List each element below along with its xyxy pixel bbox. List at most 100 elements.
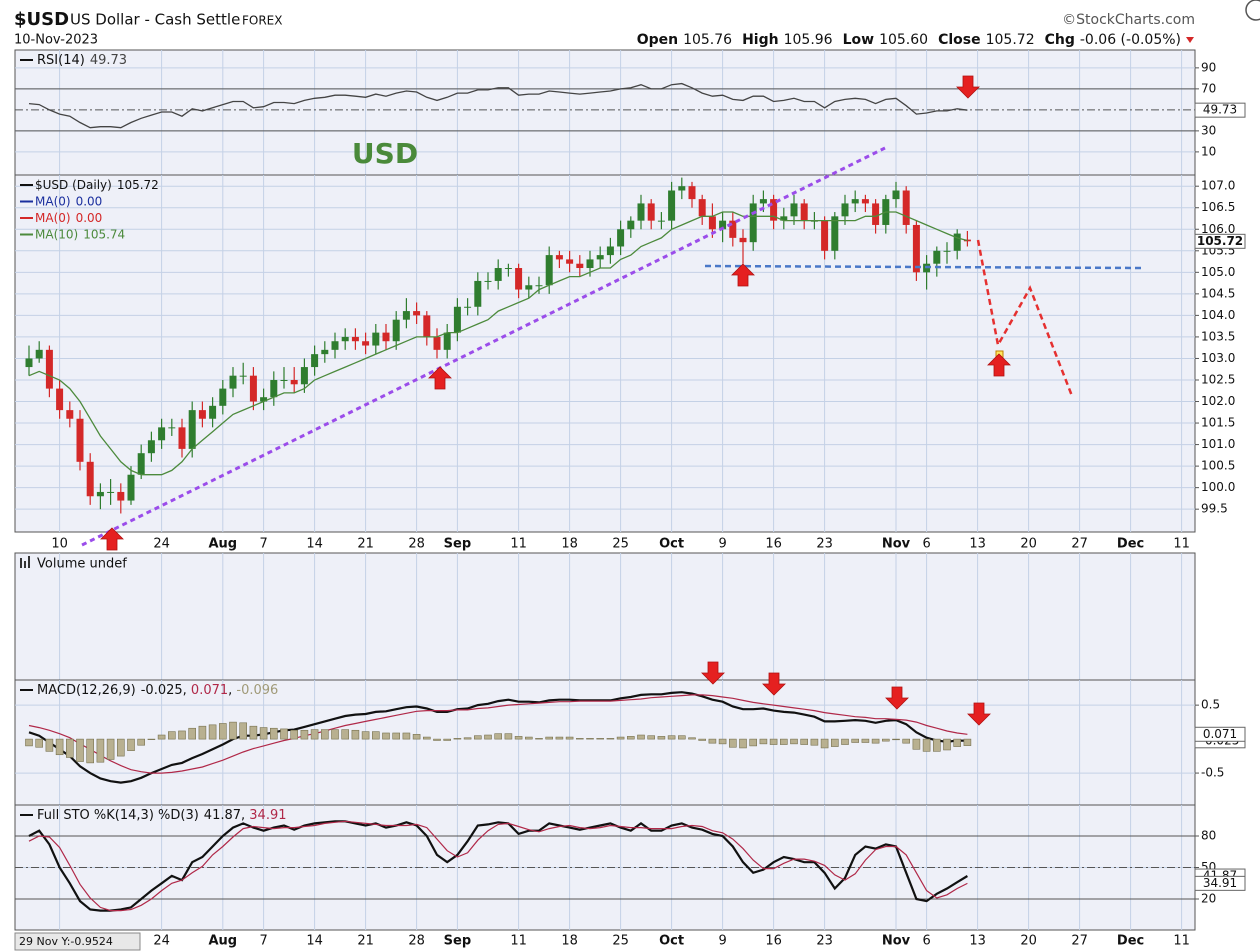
legend-value: -0.096 xyxy=(236,683,278,698)
candle-body xyxy=(392,319,400,342)
candle-body xyxy=(464,306,472,308)
histogram-bar xyxy=(35,738,44,748)
x-tick-label: 6 xyxy=(922,934,930,949)
quote: Open 105.76 High 105.96 Low 105.60 Close 105.72… xyxy=(637,32,1181,48)
legend-separator: , xyxy=(228,683,236,698)
histogram-bar xyxy=(361,731,370,740)
x-tick-label: 20 xyxy=(1020,934,1037,949)
candle-body xyxy=(260,397,268,402)
x-tick-label: 20 xyxy=(1020,537,1037,552)
histogram-bar xyxy=(76,738,84,762)
legend: RSI(14) 49.73 xyxy=(37,53,127,68)
candle-body xyxy=(474,280,482,307)
candle-body xyxy=(668,190,676,221)
y-tick-label: 105.0 xyxy=(1201,265,1235,279)
quote-label: High xyxy=(742,32,779,48)
legend-name: MA(0) xyxy=(35,211,71,225)
candle-body xyxy=(311,354,319,368)
candle-body xyxy=(719,220,727,230)
legend-name: $USD (Daily) xyxy=(35,178,112,192)
legend-title: RSI(14) xyxy=(37,53,85,68)
annotation-arrow xyxy=(731,263,755,287)
x-tick-label: 23 xyxy=(816,934,833,949)
value-flag: 0.071 xyxy=(1194,726,1246,742)
histogram-bar xyxy=(290,729,299,740)
histogram-bar xyxy=(647,735,656,740)
value-flag-box xyxy=(1194,875,1246,891)
histogram-bar xyxy=(178,730,186,740)
y-tick-label: 103.0 xyxy=(1201,351,1235,365)
legend-title: MACD(12,26,9) xyxy=(37,683,136,698)
cursor-readout: 29 Nov Y:-0.9524 xyxy=(19,935,113,948)
candle-body xyxy=(861,199,869,204)
x-tick-label: 28 xyxy=(408,934,425,949)
candle-body xyxy=(147,440,155,454)
histogram-bar xyxy=(861,738,870,743)
grid-layer: 10 24 Aug 7 14 21 28 Sep 11 18 25 Oct 9 16 23 Nov 6 13 20 2… xyxy=(14,49,1235,949)
histogram-bar xyxy=(239,722,247,740)
candle-body xyxy=(198,410,206,419)
histogram-bar xyxy=(677,735,686,740)
histogram-bar xyxy=(708,738,717,744)
candle-body xyxy=(902,190,910,225)
histogram-bar xyxy=(249,725,258,740)
histogram-bar xyxy=(310,729,319,740)
histogram-bar xyxy=(229,721,237,740)
candle-body xyxy=(596,255,604,260)
candle-body xyxy=(96,491,104,497)
chart-annotation: USD xyxy=(352,137,418,170)
annotations xyxy=(81,75,1143,726)
y-tick-label: 102.0 xyxy=(1201,394,1235,408)
annotation-arrow xyxy=(987,353,1011,377)
change-arrow xyxy=(1186,37,1194,43)
candle-body xyxy=(953,233,961,251)
histogram-bar xyxy=(943,738,951,751)
legend-value: 0.071 xyxy=(191,683,228,698)
candle-body xyxy=(586,259,594,269)
candle-body xyxy=(576,263,584,269)
x-tick-label: Sep xyxy=(444,537,472,552)
candle-body xyxy=(678,186,686,191)
x-tick-label: 11 xyxy=(1173,537,1190,552)
histogram-bar xyxy=(106,738,115,760)
y-tick-label: 101.0 xyxy=(1201,437,1235,451)
histogram-bar xyxy=(830,738,839,747)
y-tick-label: 102.5 xyxy=(1201,372,1235,386)
histogram-bar xyxy=(117,738,125,757)
candle-body xyxy=(382,332,390,342)
legend-name: MA(0) xyxy=(35,194,71,208)
candle-body xyxy=(484,280,492,282)
y-tick-label: 80 xyxy=(1201,828,1216,842)
value-flag-label: 49.73 xyxy=(1203,103,1237,117)
quote-value: -0.06 (-0.05%) xyxy=(1080,32,1181,48)
histogram-bar xyxy=(820,738,829,749)
candle-body xyxy=(331,341,339,350)
histogram-bar xyxy=(545,736,554,740)
candle-body xyxy=(647,203,655,221)
y-tick-label: 20 xyxy=(1201,892,1216,906)
x-tick-label: 25 xyxy=(612,537,629,552)
histogram-bar xyxy=(892,738,900,741)
x-tick-label: 9 xyxy=(718,537,726,552)
candle-body xyxy=(770,199,778,221)
exchange: FOREX xyxy=(242,14,283,28)
candle-body xyxy=(178,427,186,449)
candle-body xyxy=(413,311,421,316)
y-tick-label: 101.5 xyxy=(1201,416,1235,430)
x-tick-label: Nov xyxy=(882,537,911,552)
histogram-bar xyxy=(535,738,543,740)
histogram-bar xyxy=(616,736,625,740)
x-tick-label: 13 xyxy=(969,537,986,552)
x-tick-label: 24 xyxy=(153,537,170,552)
x-tick-label: Sep xyxy=(444,934,472,949)
candle-body xyxy=(545,255,553,286)
y-tick-label: 90 xyxy=(1201,60,1216,74)
x-tick-label: 14 xyxy=(306,934,323,949)
histogram-bar xyxy=(45,738,54,752)
candle-body xyxy=(402,311,410,320)
histogram-bar xyxy=(269,727,278,740)
candle-body xyxy=(168,427,176,429)
histogram-bar xyxy=(596,738,605,740)
symbol: $USD xyxy=(14,9,69,30)
legend-entry: MA(0) 0.00 xyxy=(35,194,102,208)
